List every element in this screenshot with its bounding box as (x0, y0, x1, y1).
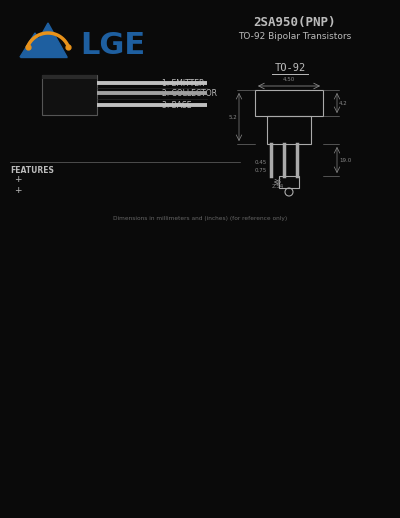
Text: 0.75: 0.75 (255, 167, 267, 172)
Bar (42, 75, 97, 79)
Bar (279, 176, 299, 188)
Text: +: + (14, 175, 22, 183)
Text: FEATURES: FEATURES (10, 166, 54, 175)
Polygon shape (29, 23, 67, 57)
Bar (255, 90, 323, 116)
Text: 5.2: 5.2 (228, 114, 237, 120)
Text: 2SA950(PNP): 2SA950(PNP) (254, 16, 336, 28)
Text: 19.0: 19.0 (339, 157, 351, 163)
Text: LGE: LGE (80, 31, 145, 60)
Bar (267, 116, 311, 144)
Text: TO-92 Bipolar Transistors: TO-92 Bipolar Transistors (238, 32, 352, 40)
Text: Dimensions in millimeters and (inches) (for reference only): Dimensions in millimeters and (inches) (… (113, 215, 287, 221)
Text: 4.2: 4.2 (339, 100, 348, 106)
Text: 4.50: 4.50 (283, 77, 295, 82)
Text: 0.45: 0.45 (255, 160, 267, 165)
Text: 2.54: 2.54 (271, 184, 284, 189)
Text: 1. EMITTER: 1. EMITTER (162, 79, 204, 88)
Polygon shape (20, 33, 50, 57)
Bar (42, 75, 97, 115)
Text: 2. COLLECTOR: 2. COLLECTOR (162, 89, 217, 97)
Text: +: + (14, 185, 22, 194)
Text: 3. BASE: 3. BASE (162, 100, 192, 109)
Text: TO-92: TO-92 (274, 63, 306, 73)
